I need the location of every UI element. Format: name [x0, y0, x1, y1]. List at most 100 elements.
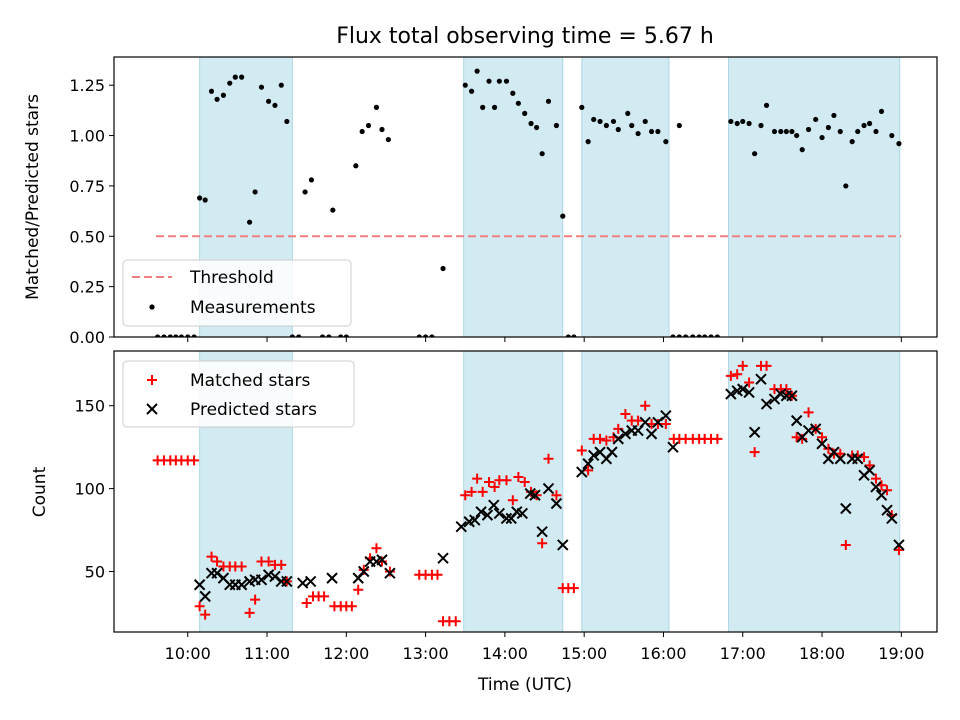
x-tick-label: 17:00 [720, 644, 766, 663]
bottom-legend-box [122, 360, 355, 428]
measurement-point [734, 120, 740, 127]
measurement-point [343, 334, 349, 337]
predicted-star-point [755, 373, 767, 385]
x-axis-label: Time (UTC) [477, 675, 572, 695]
predicted-star-point [870, 481, 882, 493]
predicted-star-point [529, 489, 541, 501]
measurement-point [359, 128, 365, 135]
measurement-point [603, 122, 609, 129]
measurement-point [752, 151, 758, 157]
predicted-star-point [193, 579, 206, 591]
y-tick-label: 1.00 [69, 127, 105, 146]
measurement-point [266, 98, 272, 104]
y-tick-label: 100 [74, 480, 105, 499]
matched-star-point [595, 433, 606, 444]
measurement-point [565, 334, 571, 337]
predicted-star-point [606, 446, 618, 458]
measurement-point [296, 334, 302, 337]
measurement-point [429, 334, 435, 337]
y-tick-label: 1.25 [69, 76, 105, 95]
matched-star-point [384, 566, 395, 577]
measurement-point [258, 84, 265, 90]
measurement-point [746, 120, 752, 127]
predicted-star-point [376, 554, 388, 566]
matched-star-point [376, 556, 387, 567]
measurement-point [496, 78, 502, 84]
measurement-point [610, 118, 617, 125]
measurement-point [873, 128, 879, 135]
measurement-point [794, 132, 800, 139]
predicted-star-point [481, 509, 494, 521]
matched-star-point [781, 384, 792, 395]
measurement-point [191, 334, 197, 337]
measurement-point [728, 118, 734, 125]
predicted-star-point [660, 409, 672, 422]
y-tick-label: 150 [74, 397, 105, 416]
measurement-point [365, 122, 372, 129]
measurement-point [208, 88, 215, 94]
y-tick-label: 0.25 [69, 278, 105, 297]
axes-frame [113, 56, 938, 338]
measurement-point [422, 334, 429, 337]
observing-window-band [463, 57, 563, 337]
matched-star-point [489, 481, 500, 492]
y-tick-label: 0.00 [69, 328, 105, 347]
measurement-point [571, 334, 577, 337]
matched-star-point [797, 433, 808, 444]
predicted-star-point [455, 521, 467, 533]
y-tick-label: 0.50 [69, 227, 105, 246]
y-tick-label: 50 [85, 562, 105, 581]
measurement-point [167, 334, 173, 337]
predicted-star-point [488, 499, 500, 511]
measurement-point [416, 334, 422, 337]
x-tick-label: 11:00 [244, 644, 290, 663]
measurement-point [648, 128, 655, 135]
matched-star-point [732, 369, 743, 380]
measurement-point [861, 122, 867, 129]
measurement-point [615, 126, 621, 133]
measurement-point [155, 334, 161, 337]
measurement-point [708, 334, 714, 337]
predicted-star-point [516, 507, 529, 520]
measurement-point [778, 128, 784, 135]
measurement-point [878, 108, 885, 114]
matched-star-point [744, 377, 755, 388]
measurement-point [805, 126, 812, 133]
predicted-star-point [437, 552, 449, 564]
measurement-point [528, 120, 534, 127]
matched-star-point [319, 591, 330, 602]
matched-star-point [791, 432, 802, 443]
measurement-point [663, 139, 669, 145]
predicted-star-point [557, 539, 569, 551]
predicted-star-point [542, 482, 555, 495]
measurement-point [161, 334, 167, 337]
x-tick-label: 14:00 [482, 644, 528, 663]
measurement-point [246, 219, 253, 225]
measurement-point [714, 334, 720, 337]
matched-star-point [513, 471, 524, 482]
predicted-star-point [737, 383, 749, 395]
matched-star-point [244, 607, 255, 618]
matched-star-point [620, 408, 631, 419]
matched-star-point [749, 447, 760, 458]
predicted-star-point [619, 428, 632, 440]
top-panel: 0.00 0.25 0.50 0.75 1.00 1.25 Threshold Measure… [69, 56, 938, 347]
measurement-point [308, 177, 315, 183]
predicted-star-point [875, 489, 888, 501]
measurement-point [579, 104, 585, 110]
measurement-point [676, 122, 682, 129]
matched-star-point [576, 445, 587, 456]
measurement-point [173, 334, 179, 337]
measurement-point [831, 112, 837, 119]
top-y-axis-label: Matched/Predicted stars [23, 94, 43, 300]
measurement-point [783, 128, 789, 135]
predicted-star-point [786, 390, 798, 402]
matched-star-point [501, 475, 512, 486]
matched-star-point [189, 455, 200, 466]
measurement-point [837, 128, 843, 135]
predicted-star-point [475, 506, 487, 518]
measurement-point [330, 207, 336, 213]
measurement-point [353, 163, 359, 169]
measurement-point [585, 139, 591, 145]
measurement-point [763, 102, 770, 108]
